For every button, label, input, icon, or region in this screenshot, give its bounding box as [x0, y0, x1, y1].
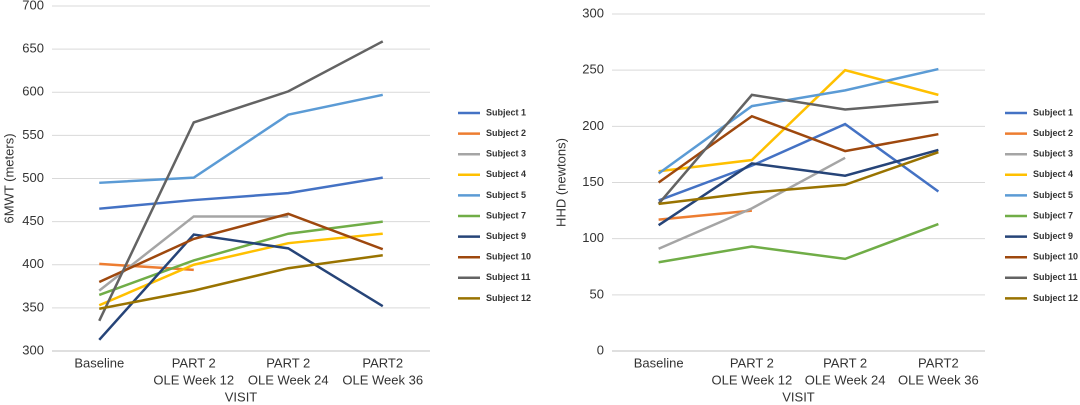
- series-line: [99, 176, 383, 210]
- series-line: [658, 68, 939, 173]
- x-tick-label: OLE Week 24: [248, 372, 329, 387]
- y-tick-label: 650: [22, 41, 44, 56]
- legend-label: Subject 5: [1033, 190, 1073, 200]
- series-line: [98, 40, 384, 322]
- x-tick-label: OLE Week 12: [712, 372, 793, 387]
- y-tick-label: 300: [22, 342, 44, 357]
- series-line: [99, 262, 194, 272]
- y-tick-label: 300: [582, 5, 604, 20]
- legend-label: Subject 11: [486, 272, 531, 282]
- y-tick-label: 100: [582, 230, 604, 245]
- series-line: [98, 212, 384, 284]
- series-line: [658, 150, 939, 206]
- y-tick-label: 50: [590, 286, 604, 301]
- series-line: [657, 148, 939, 227]
- legend-label: Subject 1: [486, 107, 526, 117]
- series-line: [98, 233, 384, 341]
- legend-label: Subject 5: [486, 190, 526, 200]
- y-tick-label: 350: [22, 299, 44, 314]
- series-line: [657, 93, 939, 205]
- y-tick-label: 500: [22, 170, 44, 185]
- legend-label: Subject 7: [1033, 210, 1073, 220]
- y-axis-label: 6MWT (meters): [1, 133, 16, 223]
- y-tick-label: 0: [597, 342, 604, 357]
- y-tick-label: 150: [582, 174, 604, 189]
- x-tick-label: Baseline: [74, 355, 124, 370]
- legend-label: Subject 10: [1033, 252, 1078, 262]
- x-tick-label: PART2: [362, 355, 403, 370]
- legend-label: Subject 10: [486, 252, 531, 262]
- x-axis-label: VISIT: [782, 389, 815, 404]
- x-tick-label: PART 2: [730, 355, 774, 370]
- series-line: [98, 232, 383, 307]
- x-tick-label: PART2: [918, 355, 959, 370]
- y-tick-label: 250: [582, 62, 604, 77]
- y-tick-label: 600: [22, 84, 44, 99]
- x-tick-label: PART 2: [172, 355, 216, 370]
- legend-label: Subject 4: [486, 169, 526, 179]
- x-tick-label: PART 2: [266, 355, 310, 370]
- y-axis-label: HHD (newtons): [553, 138, 568, 227]
- y-tick-label: 450: [22, 213, 44, 228]
- series-line: [99, 93, 384, 185]
- legend-label: Subject 2: [486, 128, 526, 138]
- legend-label: Subject 11: [1033, 272, 1078, 282]
- x-tick-label: OLE Week 24: [805, 372, 886, 387]
- x-tick-label: PART 2: [823, 355, 867, 370]
- y-tick-label: 200: [582, 118, 604, 133]
- y-tick-label: 400: [22, 256, 44, 271]
- legend-label: Subject 2: [1033, 128, 1073, 138]
- series-line: [658, 156, 846, 250]
- legend-label: Subject 3: [486, 149, 526, 159]
- series-line: [98, 220, 383, 297]
- legend-label: Subject 3: [1033, 149, 1073, 159]
- x-tick-label: Baseline: [634, 355, 684, 370]
- y-tick-label: 700: [22, 0, 44, 12]
- legend-label: Subject 1: [1033, 107, 1073, 117]
- x-tick-label: OLE Week 12: [153, 372, 234, 387]
- x-axis-label: VISIT: [225, 389, 258, 404]
- x-tick-label: OLE Week 36: [342, 372, 423, 387]
- series-line: [658, 122, 940, 202]
- legend-label: Subject 12: [1033, 293, 1078, 303]
- series-line: [99, 254, 383, 310]
- x-tick-label: OLE Week 36: [898, 372, 979, 387]
- legend-label: Subject 7: [486, 210, 526, 220]
- legend-label: Subject 9: [486, 231, 526, 241]
- series-line: [658, 222, 939, 264]
- legend-label: Subject 4: [1033, 169, 1073, 179]
- series-line: [98, 215, 289, 292]
- series-line: [658, 209, 752, 221]
- legend-label: Subject 12: [486, 293, 531, 303]
- series-line: [657, 67, 939, 175]
- y-tick-label: 550: [22, 127, 44, 142]
- legend-label: Subject 9: [1033, 231, 1073, 241]
